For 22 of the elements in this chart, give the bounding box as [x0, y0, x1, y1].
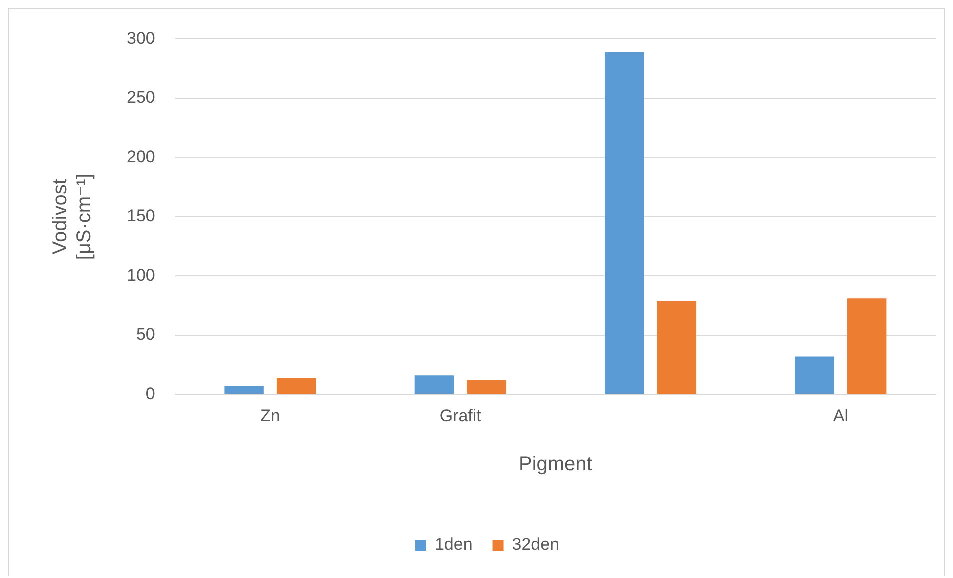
- y-tick-label: 150: [126, 206, 156, 226]
- x-tick-label: Zn: [260, 406, 280, 426]
- y-axis-title: Vodivost [μS·cm⁻¹]: [50, 174, 96, 260]
- x-tick-label: Al: [833, 406, 848, 426]
- bar: [276, 378, 316, 394]
- y-tick-label: 300: [126, 28, 156, 48]
- bar: [467, 380, 506, 394]
- bar: [605, 52, 644, 394]
- y-tick-label: 250: [126, 88, 156, 108]
- y-tick-label: 200: [126, 147, 156, 166]
- x-tick-label: Grafit: [440, 406, 482, 426]
- bar: [847, 298, 887, 394]
- y-tick-label: 50: [136, 325, 156, 344]
- bar: [414, 376, 454, 394]
- bar: [795, 356, 834, 394]
- bar: [224, 386, 264, 394]
- x-axis-title: Pigment: [518, 454, 593, 476]
- legend-label: 32den: [512, 535, 560, 554]
- y-tick-label: 100: [126, 266, 156, 285]
- y-tick-label: 0: [146, 384, 156, 404]
- legend-label: 1den: [434, 535, 473, 554]
- bar: [657, 301, 697, 394]
